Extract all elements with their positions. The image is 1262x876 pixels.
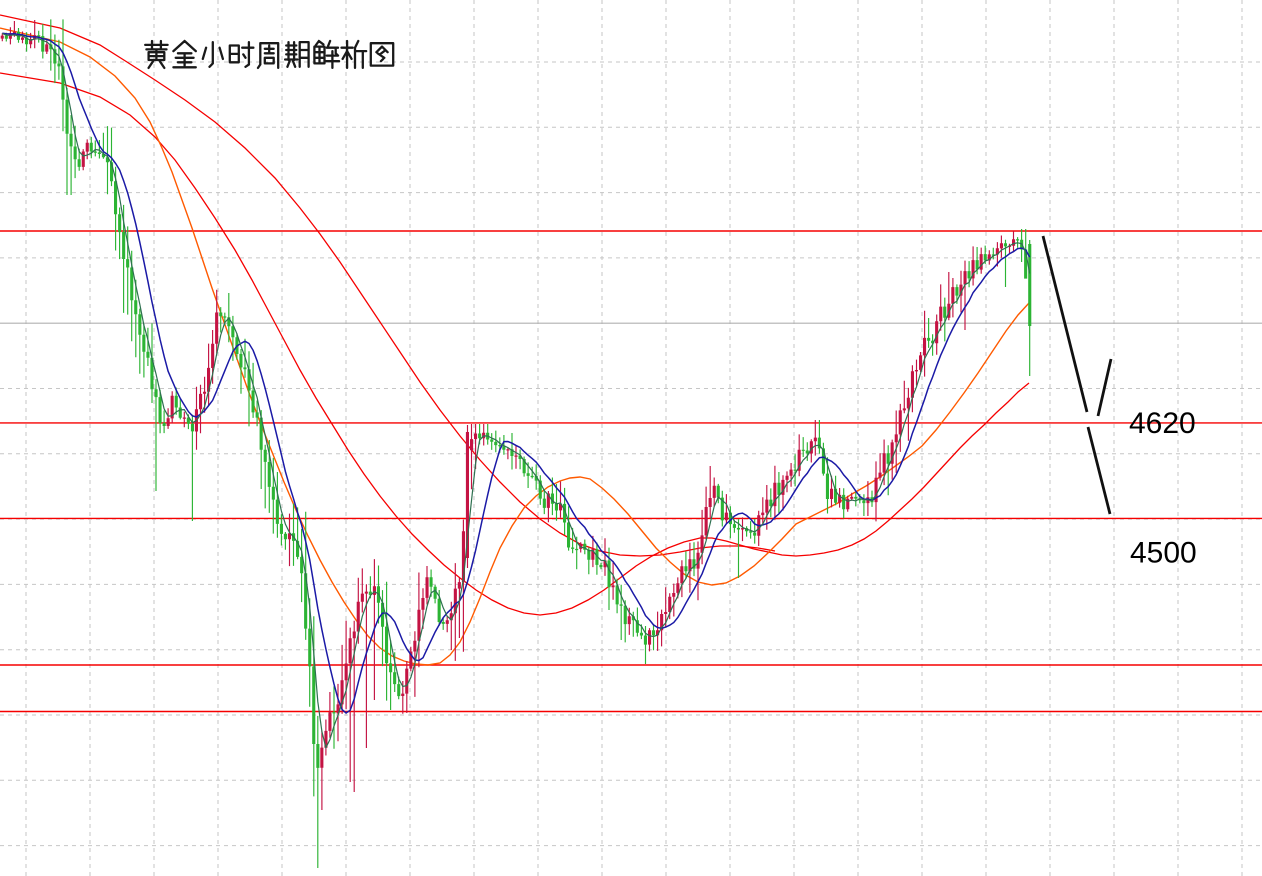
svg-text:4620: 4620 — [1129, 407, 1196, 440]
svg-text:4500: 4500 — [1130, 537, 1197, 570]
